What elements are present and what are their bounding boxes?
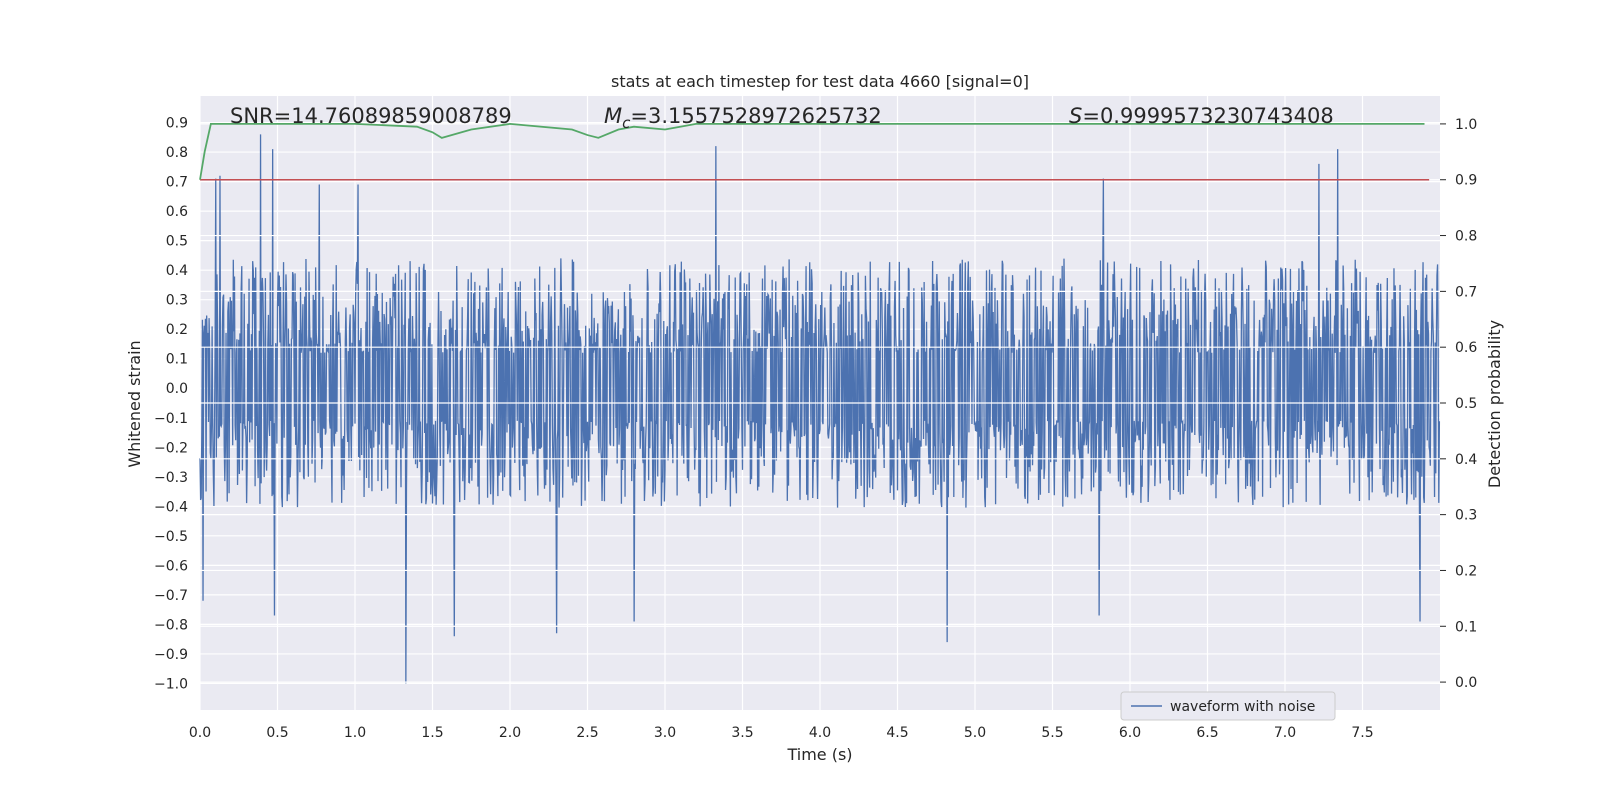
y-tick-label: 0.0 [166, 381, 188, 397]
y2-tick-label: 0.3 [1455, 508, 1477, 524]
x-tick-label: 7.5 [1351, 725, 1373, 741]
y2-tick-label: 1.0 [1455, 117, 1477, 133]
y-tick-label: −0.4 [154, 499, 188, 515]
waveform-line [199, 134, 1441, 684]
detection-probability-line [199, 123, 1425, 180]
y2-tick-label: 0.9 [1455, 173, 1477, 189]
y-tick-label: 0.9 [166, 116, 188, 132]
y2-tick-label: 0.0 [1455, 675, 1477, 691]
y2-tick-label: 0.5 [1455, 396, 1477, 412]
y-tick-label: 0.1 [166, 352, 188, 368]
y-tick-label: −1.0 [154, 676, 188, 692]
x-axis-label: Time (s) [786, 745, 852, 764]
x-tick-label: 3.0 [654, 725, 676, 741]
x-tick-label: 1.0 [344, 725, 366, 741]
y2-tick-label: 0.1 [1455, 619, 1477, 635]
plot-series [199, 123, 1441, 684]
x-tick-label: 5.5 [1041, 725, 1063, 741]
x-tick-label: 5.0 [964, 725, 986, 741]
y-tick-label: −0.7 [154, 588, 188, 604]
y2-tick-label: 0.4 [1455, 452, 1477, 468]
y2-tick-label: 0.6 [1455, 340, 1477, 356]
y2-tick-label: 0.7 [1455, 284, 1477, 300]
axes-ticks: 0.0 0.5 1.0 1.5 2.0 2.5 3.0 3.5 4.0 4.5 5.0 5.5 6.0 6… [154, 116, 1477, 741]
y-tick-label: 0.6 [166, 204, 188, 220]
x-tick-label: 6.5 [1196, 725, 1218, 741]
legend-box [1120, 691, 1336, 721]
x-tick-label: 4.0 [809, 725, 831, 741]
y-tick-label: 0.3 [166, 293, 188, 309]
y-tick-label: −0.9 [154, 647, 188, 663]
y2-axis-label: Detection probability [1485, 320, 1504, 488]
y-tick-label: 0.2 [166, 322, 188, 338]
score-annotation: S=0.9999573230743408 [1069, 104, 1334, 128]
y-tick-label: −0.8 [154, 617, 188, 633]
y-tick-label: −0.6 [154, 558, 188, 574]
y2-tick-label: 0.2 [1455, 563, 1477, 579]
y2-tick-label: 0.8 [1455, 229, 1477, 245]
x-tick-label: 1.5 [421, 725, 443, 741]
y-tick-label: 0.7 [166, 175, 188, 191]
y-tick-label: −0.5 [154, 529, 188, 545]
x-tick-label: 3.5 [731, 725, 753, 741]
y-tick-label: −0.1 [154, 411, 188, 427]
x-tick-label: 7.0 [1274, 725, 1296, 741]
x-tick-label: 4.5 [886, 725, 908, 741]
x-tick-label: 0.5 [266, 725, 288, 741]
x-tick-label: 6.0 [1119, 725, 1141, 741]
x-tick-label: 2.0 [499, 725, 521, 741]
y-tick-label: 0.8 [166, 145, 188, 161]
legend: waveform with noise [1120, 691, 1336, 721]
chirp-mass-annotation: Mc=3.1557528972625732 [604, 104, 882, 132]
y-tick-label: −0.2 [154, 440, 188, 456]
snr-annotation: SNR=14.76089859008789 [230, 104, 512, 128]
y-tick-label: 0.4 [166, 263, 188, 279]
y-axis-label: Whitened strain [125, 340, 144, 467]
y-tick-label: 0.5 [166, 234, 188, 250]
x-tick-label: 2.5 [576, 725, 598, 741]
legend-label-waveform: waveform with noise [1170, 699, 1315, 715]
chart-title: stats at each timestep for test data 466… [611, 72, 1029, 91]
x-tick-label: 0.0 [189, 725, 211, 741]
y-tick-label: −0.3 [154, 470, 188, 486]
